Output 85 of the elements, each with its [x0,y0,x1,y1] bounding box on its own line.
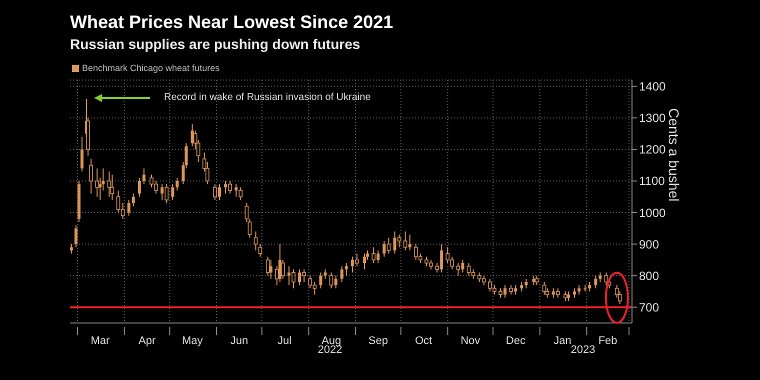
candlestick [266,256,270,276]
candlestick [564,290,568,302]
candlestick [344,262,348,276]
candlestick [588,281,592,292]
candlestick [482,275,486,286]
candlestick [269,259,272,280]
candlestick [498,288,502,298]
x-tick-label: Feb [598,335,618,347]
candlestick [340,266,344,282]
candlestick [74,224,78,248]
candlestick [446,246,450,264]
candlestick [228,180,232,194]
chart-title: Wheat Prices Near Lowest Since 2021 [70,12,394,33]
candlestick [573,288,576,298]
candlestick [213,184,217,200]
candlestick [397,234,402,248]
candlestick [520,281,524,292]
candlestick [302,268,306,282]
candlestick [578,284,581,296]
candlestick [254,230,258,251]
y-tick-label: 1200 [639,142,666,157]
x-tick-label: Apr [138,335,156,347]
x-tick-label: Dec [506,335,526,347]
candlestick [534,275,539,286]
x-tick-label: May [182,335,204,347]
chart-subtitle: Russian supplies are pushing down futures [70,36,360,52]
candlestick [258,244,262,258]
x-tick-label: Aug [322,335,342,347]
candlestick [598,272,602,282]
candlestick [107,171,112,198]
candlestick [556,288,560,298]
y-tick-label: 1100 [639,174,666,188]
y-tick-label: 800 [639,268,660,283]
candlestick [566,290,570,302]
candlestick [319,272,322,289]
candlestick [532,275,536,286]
x-tick-label: Jan [554,335,572,347]
candlestick [363,253,366,270]
candlestick [176,177,179,191]
candlestick [456,262,460,276]
x-tick-label: Mar [90,335,110,347]
candlestick [604,272,608,286]
candlestick [372,246,376,264]
candlestick [132,193,135,207]
x-tick-label: Nov [460,335,481,347]
y-axis-title: Cents a bushel [666,108,682,202]
candlestick [110,174,114,200]
x-tick-label: Sep [368,335,388,347]
text: 2022 [318,344,342,356]
candlestick [116,190,120,214]
candlestick [542,281,546,296]
candlestick [238,186,243,200]
annotation: Record in wake of Russian invasion of Ukraine [164,92,371,103]
candlestick [95,168,100,198]
candlestick [466,262,471,276]
candlestick [80,136,84,172]
y-tick-label: 900 [639,237,660,252]
y-tick-label: 1400 [639,80,666,94]
candlestick [471,268,476,280]
candlestick [324,268,327,280]
y-tick-label: 1000 [639,206,666,220]
candlestick [594,275,598,289]
y-tick-label: 700 [639,300,660,314]
x-tick-label: Jul [277,335,292,347]
candlestick [509,284,513,296]
candlestick [142,168,146,185]
candlestick [403,230,408,251]
candlestick [138,177,141,198]
candlestick [292,268,296,289]
candlestick [329,272,334,289]
candlestick [164,184,169,204]
candlestick [355,253,359,267]
candlestick [524,278,528,289]
candlestick [281,259,285,280]
y-tick-label: 1300 [639,111,666,126]
candlestick [386,237,391,254]
candlestick [70,244,73,254]
x-tick-label: Jun [230,335,248,347]
text: 2023 [570,344,596,356]
candlestick [89,158,93,194]
x-tick-label: Oct [414,335,432,347]
candlestick [127,199,130,216]
candlestick [308,275,312,289]
legend-label: Benchmark Chicago wheat futures [81,62,220,75]
candlestick [171,184,174,200]
